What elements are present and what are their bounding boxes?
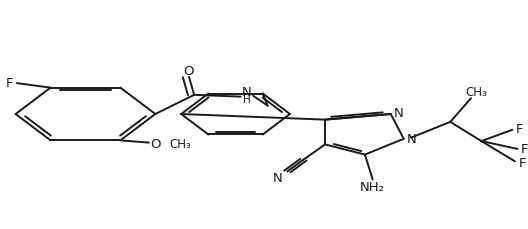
Text: N: N [394, 106, 403, 119]
Text: F: F [518, 156, 526, 169]
Text: N: N [407, 133, 417, 146]
Text: NH₂: NH₂ [360, 180, 385, 193]
Text: F: F [521, 143, 528, 156]
Text: O: O [150, 138, 161, 151]
Text: O: O [184, 64, 194, 77]
Text: N: N [242, 86, 252, 99]
Text: F: F [5, 76, 13, 89]
Text: CH₃: CH₃ [169, 138, 191, 151]
Text: N: N [273, 171, 283, 184]
Text: F: F [516, 123, 523, 136]
Text: CH₃: CH₃ [465, 86, 487, 99]
Text: H: H [243, 95, 251, 104]
